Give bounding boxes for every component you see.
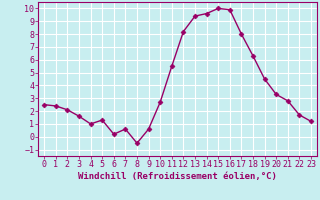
X-axis label: Windchill (Refroidissement éolien,°C): Windchill (Refroidissement éolien,°C) bbox=[78, 172, 277, 181]
